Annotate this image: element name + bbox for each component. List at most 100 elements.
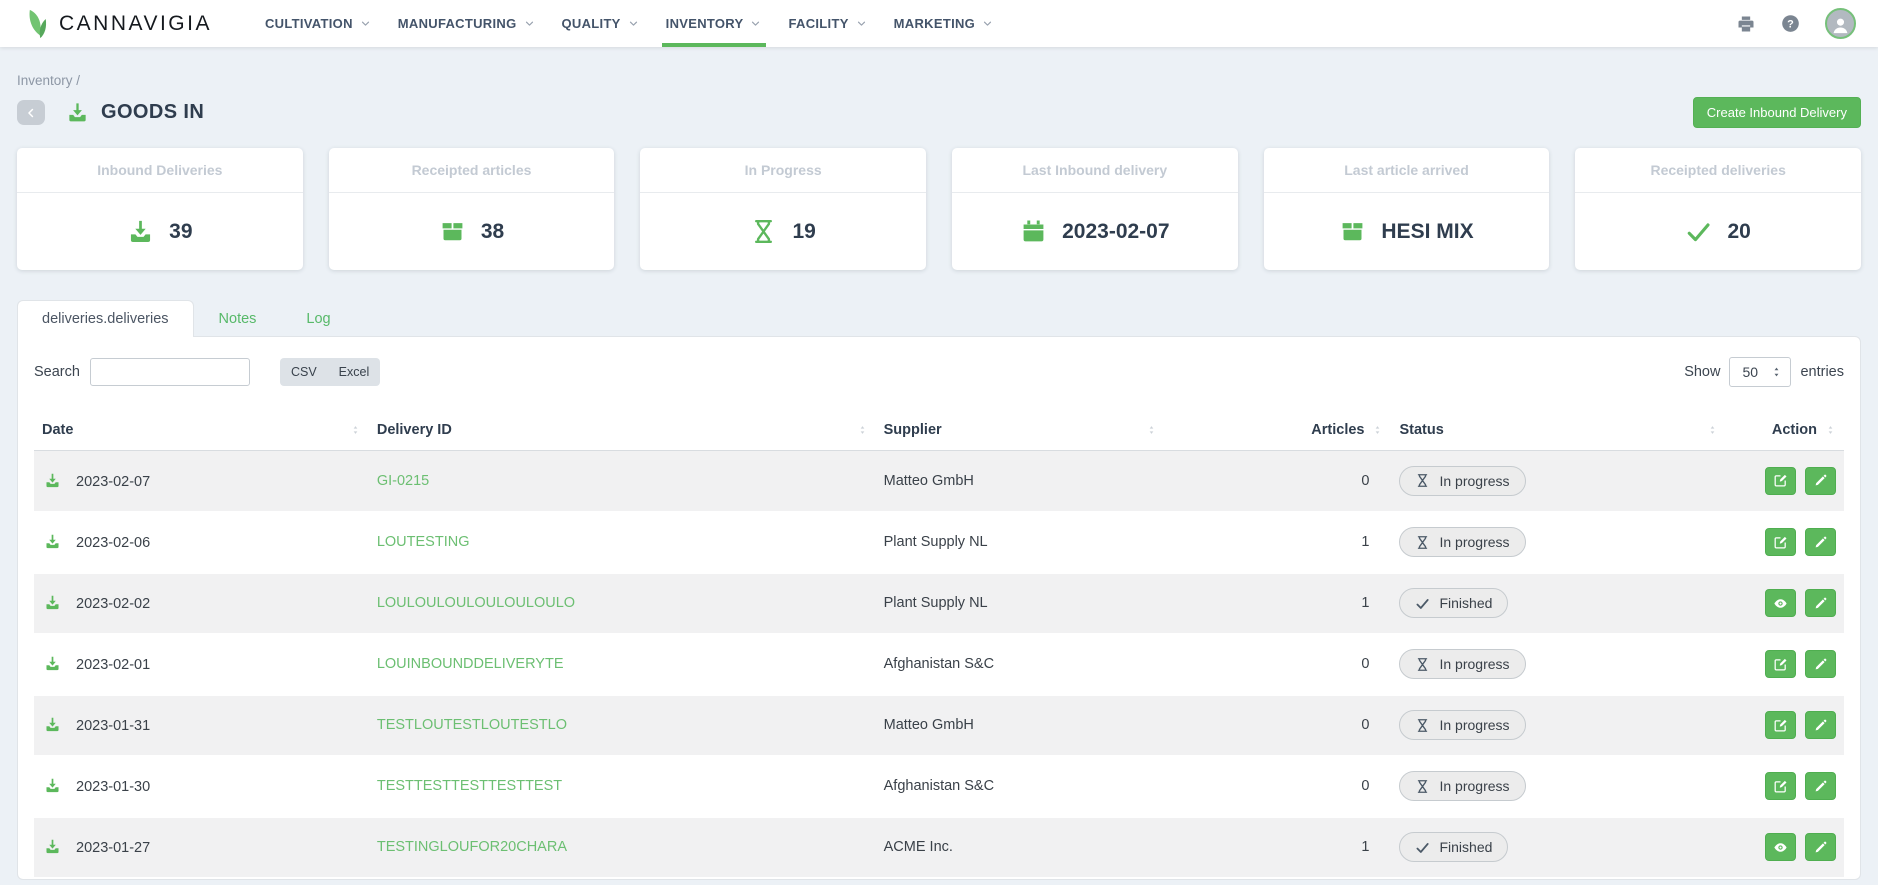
edit-square-action-button[interactable] — [1764, 528, 1796, 556]
delivery-date: 2023-02-01 — [76, 657, 151, 673]
tab-bar: deliveries.deliveries Notes Log — [17, 300, 1861, 337]
table-row[interactable]: 2023-02-02 LOULOULOULOULOULOULO Plant Su… — [34, 572, 1844, 635]
supplier-name: Afghanistan S&C — [883, 778, 995, 794]
inbound-delivery-icon — [44, 777, 61, 794]
eye-icon — [1773, 840, 1788, 855]
print-icon[interactable] — [1736, 14, 1756, 34]
status-badge: In progress — [1399, 771, 1526, 801]
delivery-id-link[interactable]: LOUINBOUNDDELIVERYTE — [376, 656, 564, 672]
create-inbound-delivery-button[interactable]: Create Inbound Delivery — [1692, 97, 1861, 128]
chevron-down-icon — [749, 17, 762, 30]
status-icon — [1415, 657, 1430, 672]
nav-item[interactable]: INVENTORY — [653, 0, 776, 47]
chevron-down-icon — [981, 17, 994, 30]
delivery-date: 2023-01-27 — [76, 840, 151, 856]
pencil-action-button[interactable] — [1805, 650, 1836, 678]
brand-name: CANNAVIGIA — [59, 11, 212, 35]
nav-item-label: MANUFACTURING — [397, 16, 517, 31]
stat-card-label: Last article arrived — [1263, 148, 1550, 193]
status-label: In progress — [1439, 534, 1510, 550]
column-header[interactable]: Articles — [1165, 413, 1392, 451]
export-excel-button[interactable]: Excel — [328, 358, 381, 386]
stat-card-value: 38 — [480, 219, 505, 243]
back-button[interactable] — [17, 100, 45, 125]
articles-count: 0 — [1361, 656, 1370, 672]
table-row[interactable]: 2023-01-31 TESTLOUTESTLOUTESTLO Matteo G… — [34, 694, 1844, 757]
supplier-name: ACME Inc. — [883, 839, 953, 855]
status-badge: Finished — [1399, 832, 1509, 862]
delivery-id-link[interactable]: GI-0215 — [376, 472, 430, 489]
goods-in-icon — [66, 101, 89, 124]
breadcrumb[interactable]: Inventory / — [17, 73, 81, 88]
page-size-select[interactable]: 50 — [1729, 357, 1792, 387]
status-icon — [1415, 535, 1430, 550]
nav-item[interactable]: FACILITY — [775, 0, 880, 47]
eye-action-button[interactable] — [1764, 589, 1796, 617]
column-header[interactable]: Date — [34, 413, 369, 451]
pencil-action-button[interactable] — [1805, 711, 1836, 739]
edit-square-action-button[interactable] — [1764, 711, 1796, 739]
pencil-action-button[interactable] — [1805, 466, 1836, 495]
nav-item[interactable]: QUALITY — [549, 0, 653, 47]
table-row[interactable]: 2023-02-06 LOUTESTING Plant Supply NL 1 … — [34, 511, 1844, 574]
column-header[interactable]: Action — [1726, 413, 1844, 451]
column-header-label: Articles — [1311, 422, 1365, 438]
stat-card-value: 39 — [169, 219, 193, 243]
pencil-action-button[interactable] — [1805, 833, 1836, 861]
column-header-label: Action — [1771, 422, 1817, 438]
pencil-action-button[interactable] — [1805, 528, 1836, 556]
sort-icon — [1372, 423, 1383, 437]
supplier-name: Matteo GmbH — [883, 717, 974, 733]
stat-card-label: Inbound Deliveries — [17, 148, 303, 193]
nav-item[interactable]: CULTIVATION — [252, 0, 385, 47]
column-header[interactable]: Supplier — [875, 413, 1166, 451]
edit-square-icon — [1773, 718, 1788, 733]
stat-card-icon — [127, 218, 154, 245]
delivery-id-link[interactable]: LOULOULOULOULOULOULO — [376, 595, 576, 611]
edit-square-action-button[interactable] — [1764, 650, 1796, 678]
pencil-action-button[interactable] — [1805, 589, 1836, 617]
brand-logo[interactable]: CANNAVIGIA — [22, 8, 212, 40]
column-header[interactable]: Status — [1391, 413, 1727, 451]
eye-action-button[interactable] — [1764, 833, 1796, 861]
stat-card-icon — [750, 218, 777, 245]
pencil-action-button[interactable] — [1805, 772, 1836, 800]
search-input[interactable] — [89, 358, 250, 386]
delivery-date: 2023-02-06 — [76, 535, 151, 551]
table-row[interactable]: 2023-01-27 TESTINGLOUFOR20CHARA ACME Inc… — [34, 816, 1844, 879]
table-row[interactable]: 2023-02-01 LOUINBOUNDDELIVERYTE Afghanis… — [34, 633, 1844, 696]
delivery-id-link[interactable]: TESTLOUTESTLOUTESTLO — [376, 717, 567, 733]
tab[interactable]: deliveries.deliveries — [17, 300, 194, 337]
table-row[interactable]: 2023-01-30 TESTTESTTESTTESTTEST Afghanis… — [34, 755, 1844, 818]
stat-card: Last Inbound delivery 2023-02-07 — [951, 148, 1238, 270]
delivery-id-link[interactable]: TESTINGLOUFOR20CHARA — [376, 839, 567, 855]
edit-square-action-button[interactable] — [1764, 772, 1796, 800]
stat-card-label: Receipted articles — [328, 148, 615, 193]
tab[interactable]: Log — [281, 300, 355, 337]
tab[interactable]: Notes — [194, 300, 282, 337]
supplier-name: Plant Supply NL — [883, 534, 988, 550]
delivery-id-link[interactable]: LOUTESTING — [376, 534, 470, 550]
sort-icon — [1825, 423, 1836, 437]
show-label: Show — [1684, 364, 1721, 380]
help-icon[interactable]: ? — [1780, 13, 1801, 34]
pencil-icon — [1813, 779, 1828, 794]
delivery-date: 2023-02-02 — [76, 596, 151, 612]
edit-square-action-button[interactable] — [1764, 466, 1796, 495]
export-csv-button[interactable]: CSV — [280, 358, 328, 386]
search-label: Search — [34, 364, 80, 380]
nav-item[interactable]: MARKETING — [881, 0, 1007, 47]
avatar[interactable] — [1825, 8, 1856, 39]
column-header[interactable]: Delivery ID — [368, 413, 876, 451]
table-row[interactable]: 2023-02-07 GI-0215 Matteo GmbH 0 In prog… — [34, 450, 1844, 513]
delivery-date: 2023-02-07 — [76, 473, 151, 490]
delivery-id-link[interactable]: TESTTESTTESTTESTTEST — [376, 778, 563, 794]
status-label: In progress — [1439, 656, 1510, 672]
edit-square-icon — [1773, 779, 1788, 794]
sort-icon — [350, 423, 361, 437]
inbound-delivery-icon — [44, 716, 61, 733]
nav-item[interactable]: MANUFACTURING — [385, 0, 549, 47]
top-nav: CANNAVIGIA CULTIVATION MANUFACTURING QUA… — [0, 0, 1878, 47]
inbound-delivery-icon — [44, 533, 61, 550]
svg-text:?: ? — [1787, 18, 1794, 30]
